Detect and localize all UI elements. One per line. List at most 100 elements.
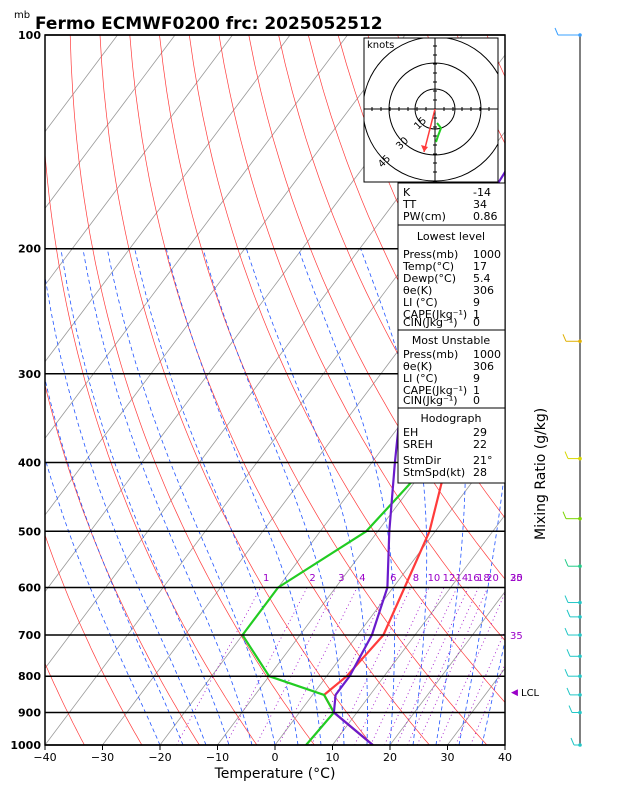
mixing-ratio-line — [416, 587, 489, 745]
lowest-thetae-label: θe(K) — [403, 284, 432, 297]
isotherm-line — [389, 591, 505, 745]
most-unstable-title: Most Unstable — [412, 334, 491, 347]
dry-adiabat-line — [45, 534, 143, 745]
mixing-ratio-line — [176, 587, 261, 745]
mixing-ratio-label: 16 — [467, 573, 480, 584]
temperature-tick-label: 0 — [272, 751, 279, 764]
lowest-cin-value: 0 — [473, 316, 480, 329]
pressure-tick-label: 900 — [18, 707, 41, 720]
isotherm-line — [45, 35, 233, 286]
mixing-ratio-line — [255, 587, 337, 745]
index-k-label: K — [403, 186, 411, 199]
moist-adiabat-line — [504, 743, 505, 745]
mixing-ratio-line — [310, 587, 389, 745]
mixing-ratio-label: 6 — [390, 573, 396, 584]
hodograph-units: knots — [367, 40, 394, 51]
lowest-cin-label: CIN(Jkg⁻¹) — [403, 316, 458, 329]
index-k-value: -14 — [473, 186, 491, 199]
lowest-cape-value: 1 — [473, 308, 480, 321]
pressure-tick-labels: 100 200 300 400 500 600 700 800 900 1000 — [10, 29, 41, 752]
isotherm-line — [45, 35, 406, 516]
moist-adiabat-line — [481, 638, 505, 745]
moist-adiabat-line — [202, 248, 345, 745]
lowest-dewp-label: Dewp(°C) — [403, 272, 456, 285]
pressure-tick-label: 600 — [18, 581, 41, 594]
dry-adiabat-line — [278, 35, 505, 519]
mu-cin-label: CIN(Jkg⁻¹) — [403, 394, 458, 407]
dry-adiabat-line — [188, 35, 505, 703]
temperature-tick-label: −40 — [33, 751, 56, 764]
background-grid — [45, 35, 618, 745]
dry-adiabat-line — [45, 149, 258, 745]
mixing-ratio-label: 10 — [428, 573, 441, 584]
moist-adiabat-line — [458, 464, 505, 745]
mixing-ratio-label: 1 — [263, 573, 269, 584]
mixing-ratio-label: 8 — [413, 573, 419, 584]
mixing-ratio-axis-label: Mixing Ratio (g/kg) — [533, 408, 549, 540]
hodograph: knots 15 30 45 — [363, 37, 499, 183]
mixing-ratio-label: 20 — [486, 573, 499, 584]
dry-adiabat-line — [99, 35, 373, 745]
isotherm-line — [102, 207, 505, 745]
mixing-ratio-line — [396, 587, 469, 745]
chart-title: Fermo ECMWF0200 frc: 2025052512 — [35, 14, 383, 34]
lcl-label: LCL — [521, 688, 540, 699]
isotherm-line — [45, 35, 176, 209]
mu-cape-value: 1 — [473, 384, 480, 397]
isotherm-line — [332, 514, 505, 745]
dry-adiabat-line — [546, 35, 618, 745]
moist-adiabat-line — [106, 248, 276, 745]
moist-adiabat-lines — [45, 248, 505, 745]
stmspd-value: 28 — [473, 466, 487, 479]
mixing-ratio-line — [470, 663, 505, 745]
eh-label: EH — [403, 426, 418, 439]
dry-adiabat-line — [606, 35, 618, 745]
hodograph-panel-title: Hodograph — [421, 412, 482, 425]
stmdir-label: StmDir — [403, 454, 442, 467]
mu-thetae-label: θe(K) — [403, 360, 432, 373]
mixing-ratio-label: 14 — [456, 573, 469, 584]
mu-li-label: LI (°C) — [403, 372, 438, 385]
mixing-ratio-label: 35 — [510, 631, 523, 642]
temperature-tick-label: 20 — [383, 751, 397, 764]
pressure-unit: mb — [14, 10, 30, 21]
dry-adiabat-line — [45, 383, 200, 745]
lowest-level-title: Lowest level — [417, 230, 485, 243]
mixing-ratio-lines — [176, 587, 505, 745]
pressure-tick-label: 300 — [18, 368, 41, 381]
pressure-tick-label: 500 — [18, 525, 41, 538]
wind-profile — [554, 27, 582, 747]
mu-thetae-value: 306 — [473, 360, 494, 373]
temperature-tick-label: −20 — [148, 751, 171, 764]
pressure-tick-label: 700 — [18, 629, 41, 642]
mu-press-label: Press(mb) — [403, 348, 458, 361]
mixing-ratio-line — [384, 587, 458, 745]
mixing-ratio-label: 25 — [510, 573, 523, 584]
mixing-ratio-line — [407, 587, 479, 745]
mixing-ratio-label: 12 — [443, 573, 456, 584]
dry-adiabat-line — [517, 35, 618, 745]
dry-adiabat-line — [576, 35, 618, 745]
lowest-dewp-value: 5.4 — [473, 272, 491, 285]
mixing-ratio-line — [455, 629, 505, 745]
index-pw-label: PW(cm) — [403, 210, 446, 223]
moist-adiabat-line — [165, 248, 322, 745]
mixing-ratio-label: 4 — [359, 573, 365, 584]
lowest-li-label: LI (°C) — [403, 296, 438, 309]
temperature-tick-label: 10 — [326, 751, 340, 764]
lowest-temp-value: 17 — [473, 260, 487, 273]
mu-press-value: 1000 — [473, 348, 501, 361]
lowest-cape-label: CAPE(Jkg⁻¹) — [403, 308, 467, 321]
isotherm-line — [274, 437, 505, 745]
mixing-ratio-label: 2 — [309, 573, 315, 584]
sreh-label: SREH — [403, 438, 433, 451]
mu-li-value: 9 — [473, 372, 480, 385]
dry-adiabat-line — [69, 35, 315, 745]
moist-adiabat-line — [360, 248, 428, 745]
index-tt-value: 34 — [473, 198, 487, 211]
sreh-value: 22 — [473, 438, 487, 451]
dry-adiabat-line — [45, 662, 85, 745]
mixing-ratio-line — [335, 587, 412, 745]
